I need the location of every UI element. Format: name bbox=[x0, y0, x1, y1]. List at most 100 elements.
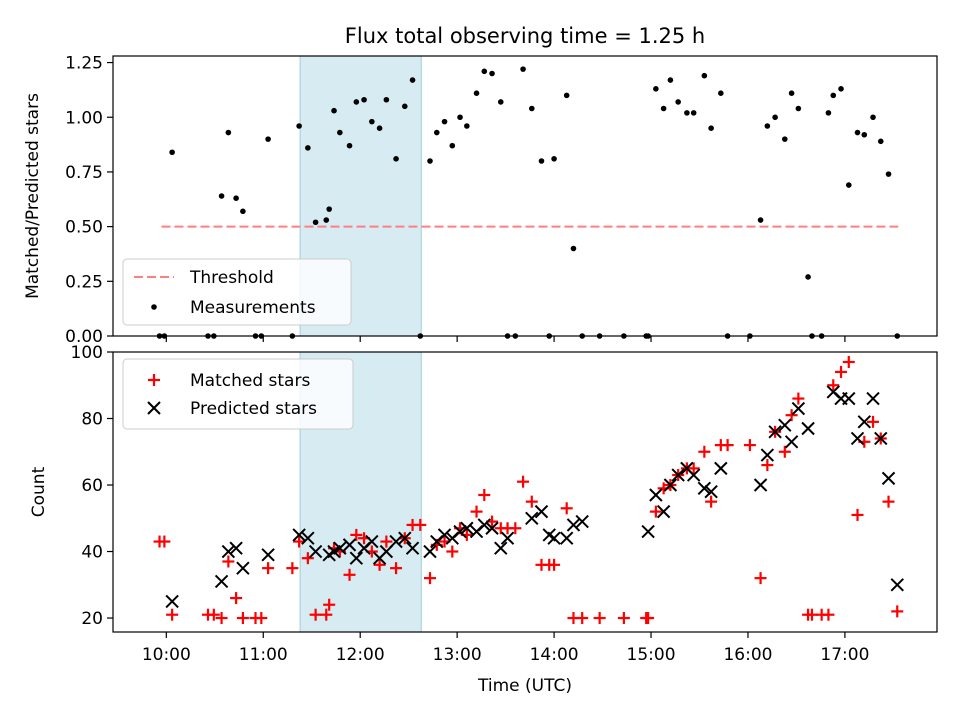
measurement-point bbox=[538, 158, 545, 164]
matched-star-point bbox=[560, 502, 573, 515]
measurement-point bbox=[690, 110, 697, 116]
matched-star-point bbox=[822, 608, 835, 621]
legend-measurements-swatch bbox=[151, 304, 157, 310]
matched-star-point bbox=[867, 415, 880, 428]
matched-star-point bbox=[891, 605, 904, 618]
measurement-point bbox=[825, 110, 832, 116]
matched-star-point bbox=[301, 552, 314, 565]
matched-star-point bbox=[390, 562, 403, 575]
measurement-point bbox=[449, 142, 456, 149]
bottom-x-tick-label: 13:00 bbox=[433, 645, 482, 665]
measurement-point bbox=[667, 77, 674, 83]
top-x-ticks bbox=[165, 336, 846, 342]
predicted-star-point bbox=[301, 531, 315, 545]
measurement-point bbox=[464, 123, 470, 129]
legend-measurements-label: Measurements bbox=[190, 298, 316, 318]
matched-star-point bbox=[842, 355, 855, 368]
matched-star-point bbox=[705, 495, 718, 508]
measurement-point bbox=[764, 123, 771, 129]
measurement-point bbox=[473, 90, 480, 96]
bottom-x-tick-label: 15:00 bbox=[627, 645, 676, 665]
bottom-y-tick-label: 40 bbox=[81, 543, 103, 563]
bottom-x-tick-label: 12:00 bbox=[336, 645, 385, 665]
measurement-point bbox=[169, 149, 175, 156]
bottom-y-axis: 20 40 60 80 100 bbox=[71, 343, 113, 629]
predicted-star-point bbox=[704, 484, 718, 499]
matched-star-point bbox=[525, 495, 538, 508]
predicted-star-point bbox=[760, 448, 775, 462]
predicted-star-point bbox=[714, 461, 728, 476]
bottom-y-tick-label: 80 bbox=[81, 410, 103, 430]
measurement-point bbox=[369, 118, 375, 125]
measurement-point bbox=[684, 110, 690, 116]
measurement-point bbox=[383, 96, 390, 103]
measurement-point bbox=[265, 136, 271, 142]
bottom-y-tick-label: 60 bbox=[81, 476, 103, 496]
predicted-star-point bbox=[881, 471, 896, 486]
top-y-tick-label: 1.00 bbox=[65, 108, 103, 128]
predicted-star-point bbox=[784, 435, 799, 449]
matched-star-point bbox=[792, 392, 805, 405]
top-y-tick-label: 0.50 bbox=[65, 218, 103, 238]
matched-star-point bbox=[478, 488, 491, 501]
matched-star-point bbox=[323, 598, 336, 611]
predicted-star-point bbox=[547, 531, 561, 545]
measurement-point bbox=[861, 131, 868, 138]
bottom-x-axis-label: Time (UTC) bbox=[477, 676, 572, 696]
legend-predicted-swatch bbox=[147, 401, 161, 415]
predicted-star-point bbox=[365, 534, 379, 549]
predicted-star-point bbox=[423, 544, 437, 559]
matched-star-point bbox=[320, 608, 333, 621]
measurement-point bbox=[701, 72, 708, 79]
predicted-star-point bbox=[485, 521, 499, 535]
matched-star-point bbox=[687, 462, 700, 475]
measurement-point bbox=[353, 99, 360, 105]
matched-star-point bbox=[215, 612, 228, 625]
predicted-star-point bbox=[460, 521, 474, 535]
measurement-point bbox=[830, 92, 837, 99]
measurement-point bbox=[563, 92, 570, 99]
top-axes-frame bbox=[112, 55, 938, 337]
measurement-point bbox=[376, 125, 383, 131]
top-y-tick-label: 1.25 bbox=[65, 54, 103, 74]
top-y-tick-label: 0.75 bbox=[65, 163, 103, 183]
predicted-star-point bbox=[874, 431, 888, 446]
top-y-axis-label: Matched/Predicted stars bbox=[23, 93, 43, 299]
matched-star-point bbox=[236, 612, 249, 625]
bottom-y-tick-label: 100 bbox=[71, 343, 103, 363]
measurement-point bbox=[708, 125, 714, 131]
matched-star-point bbox=[882, 495, 895, 508]
predicted-star-point bbox=[575, 514, 589, 529]
measurement-point bbox=[551, 156, 557, 162]
predicted-star-point bbox=[890, 578, 904, 592]
predicted-star-point bbox=[791, 401, 806, 416]
measurement-point bbox=[838, 86, 844, 92]
predicted-star-point bbox=[656, 504, 671, 519]
measurement-point bbox=[660, 105, 667, 112]
matched-star-point bbox=[255, 612, 268, 625]
predicted-star-point bbox=[389, 534, 403, 549]
matched-star-point bbox=[851, 508, 864, 521]
measurement-point bbox=[233, 195, 239, 201]
matched-star-point bbox=[785, 409, 798, 422]
predicted-star-point bbox=[342, 538, 357, 552]
measurement-point bbox=[401, 103, 408, 110]
predicted-star-point bbox=[663, 478, 678, 492]
measurement-point bbox=[788, 90, 795, 96]
top-legend: Threshold Measurements bbox=[122, 258, 352, 326]
predicted-star-point bbox=[686, 468, 701, 482]
legend-predicted-label: Predicted stars bbox=[190, 399, 317, 419]
bottom-axes-frame bbox=[112, 351, 938, 633]
measurement-point bbox=[427, 158, 433, 164]
predicted-star-point bbox=[221, 544, 236, 559]
measurement-point bbox=[323, 217, 330, 223]
predicted-star-points bbox=[165, 385, 904, 609]
matched-star-point bbox=[761, 459, 774, 472]
matched-star-point bbox=[642, 612, 655, 625]
bottom-y-axis-label: Count bbox=[29, 466, 49, 517]
measurement-point bbox=[433, 129, 440, 136]
predicted-star-point bbox=[559, 531, 574, 545]
predicted-star-point bbox=[405, 541, 420, 555]
predicted-star-point bbox=[857, 415, 872, 429]
